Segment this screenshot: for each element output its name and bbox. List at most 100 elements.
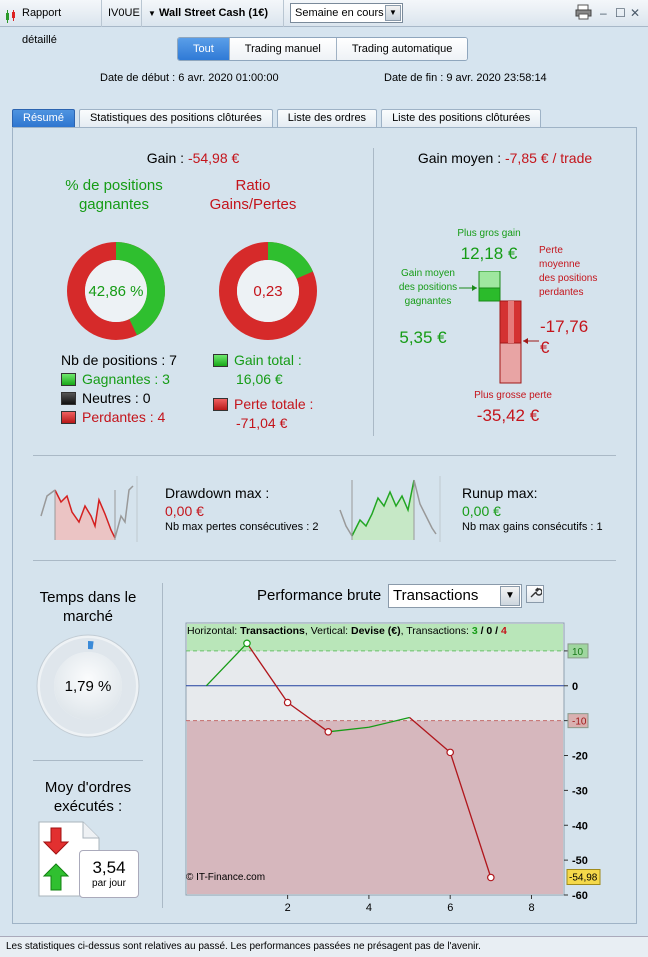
runup-value: 0,00 €: [462, 503, 501, 519]
trade-point: [283, 698, 292, 707]
mode-manual[interactable]: Trading manuel: [229, 38, 337, 60]
runup-label: Runup max:: [462, 485, 538, 501]
total-gain-label: Gain total :: [234, 352, 302, 368]
tab-closed-stats[interactable]: Statistiques des positions clôturées: [78, 109, 273, 128]
total-gain-row: Gain total :: [213, 351, 343, 370]
summary-panel: Gain : -54,98 € % de positions gagnantes…: [12, 127, 637, 924]
disclaimer-footer: Les statistiques ci-dessus sont relative…: [0, 936, 648, 957]
start-date: Date de début : 6 avr. 2020 01:00:00: [100, 72, 279, 84]
tx-loss: 4: [501, 625, 507, 637]
y-tick-label: 0: [572, 681, 578, 693]
report-tabs: Résumé Statistiques des positions clôtur…: [12, 109, 545, 128]
y-tick-label: 10: [572, 647, 584, 658]
final-value-label: -54,98: [569, 872, 598, 883]
print-icon[interactable]: [575, 4, 593, 23]
series-segment: [205, 642, 248, 687]
wrench-icon[interactable]: [526, 585, 544, 603]
winners-label: Gagnantes : 3: [82, 371, 170, 387]
vertical-divider: [373, 148, 374, 436]
perf-title: Performance brute: [257, 587, 382, 604]
avg-gain-label: Gain moyen :: [417, 150, 502, 166]
green-square-icon: [61, 373, 76, 386]
avg-gain-value: -7,85 € / trade: [504, 150, 593, 166]
minimize-icon[interactable]: –: [600, 6, 607, 20]
close-icon[interactable]: ✕: [630, 6, 641, 20]
x-tick-label: 6: [447, 902, 453, 914]
trade-point: [446, 748, 454, 757]
x-tick-label: 2: [285, 902, 291, 914]
chevron-down-icon[interactable]: ▼: [385, 5, 401, 21]
tx-sep2: /: [492, 625, 502, 637]
perf-mode-value: Transactions: [393, 587, 479, 604]
instrument-selector[interactable]: ▼ Wall Street Cash (1€): [142, 0, 284, 27]
gain-label: Gain :: [146, 150, 185, 166]
orders-value-card: 3,54 par jour: [79, 850, 139, 898]
tab-closed-positions[interactable]: Liste des positions clôturées: [381, 109, 542, 128]
pct-win-title: % de positions gagnantes: [65, 177, 163, 213]
orders-unit: par jour: [92, 878, 126, 889]
ratio-value: 0,23: [253, 283, 283, 300]
candlestick-icon: [5, 7, 17, 23]
x-tick-label: 8: [528, 902, 534, 914]
series-segment: [368, 716, 410, 728]
losers-label: Perdantes : 4: [82, 409, 166, 425]
total-gain-value: 16,06 €: [236, 371, 283, 387]
total-loss-row: Perte totale :: [213, 395, 343, 414]
mode-all[interactable]: Tout: [178, 38, 230, 60]
orders-title: Moy d'ordres exécutés :: [44, 779, 132, 815]
y-tick-badge: [567, 643, 589, 659]
positions-legend: Nb de positions : 7 Gagnantes : 3 Neutre…: [61, 351, 177, 427]
performance-chart: 10 0 -10 -20 -30 -40 -50 -60 -54,98 2 4 6 8: [185, 622, 601, 914]
red-square-icon: [61, 411, 76, 424]
tab-summary[interactable]: Résumé: [12, 109, 75, 128]
tx-neutral: 0: [486, 625, 493, 637]
series-segment: [287, 701, 329, 733]
best-gain-value: 12,18 €: [460, 244, 518, 263]
mode-auto[interactable]: Trading automatique: [336, 38, 468, 60]
chevron-down-icon[interactable]: ▼: [500, 586, 520, 606]
avg-win-value: 5,35 €: [399, 328, 447, 347]
pct-win-arc: [67, 242, 165, 340]
time-in-market-title: Temps dans le marché: [39, 589, 137, 625]
trade-point: [324, 728, 333, 736]
y-tick-label: -60: [572, 890, 588, 902]
divider-1: [33, 455, 616, 456]
title-bar: Rapport détaillé IV0UE ▼ Wall Street Cas…: [0, 0, 648, 46]
time-in-market-donut: [36, 634, 140, 738]
y-tick-badge: [567, 713, 589, 729]
series-segment: [246, 642, 289, 703]
black-square-icon: [61, 392, 76, 405]
account-id[interactable]: IV0UE: [102, 0, 142, 27]
tx-win: 3: [471, 625, 478, 637]
period-value: Semaine en cours: [295, 7, 384, 19]
y-tick-label: -50: [572, 855, 588, 867]
gain-header: Gain : -54,98 €: [13, 150, 373, 166]
ratio-donut: [219, 242, 317, 340]
total-loss-value: -71,04 €: [236, 415, 288, 431]
perf-mode-select[interactable]: Transactions ▼: [388, 584, 522, 608]
trade-point: [487, 873, 495, 882]
tab-orders[interactable]: Liste des ordres: [276, 109, 378, 128]
gain-value: -54,98 €: [187, 150, 240, 166]
neutral-label: Neutres : 0: [82, 390, 151, 406]
total-loss-label: Perte totale :: [234, 396, 314, 412]
chart-header: Horizontal: Transactions, Vertical: Devi…: [187, 625, 507, 637]
worst-loss-value: -35,42 €: [476, 406, 540, 425]
chart-header-v: Devise (€): [351, 625, 401, 637]
vertical-divider-2: [162, 583, 163, 908]
period-dropdown[interactable]: Semaine en cours ▼: [290, 3, 403, 23]
avg-loss-value: -17,76 €: [540, 317, 589, 357]
green-square-icon: [213, 354, 228, 367]
chart-header-mid: , Vertical:: [304, 625, 351, 637]
totals-legend: Gain total : 16,06 € Perte totale : -71,…: [213, 351, 343, 433]
maximize-icon[interactable]: ☐: [615, 6, 626, 20]
chart-header-prefix: Horizontal:: [187, 625, 241, 637]
chart-copyright: © IT-Finance.com: [186, 872, 266, 883]
ratio-arc: [219, 242, 317, 340]
gain-loss-bar-graphic: [459, 271, 539, 384]
pct-win-donut: [67, 242, 165, 340]
avg-gain-header: Gain moyen : -7,85 € / trade: [385, 150, 625, 166]
final-value-badge: [566, 868, 601, 885]
losers-row: Perdantes : 4: [61, 408, 177, 427]
report-menu[interactable]: Rapport détaillé: [0, 0, 102, 46]
